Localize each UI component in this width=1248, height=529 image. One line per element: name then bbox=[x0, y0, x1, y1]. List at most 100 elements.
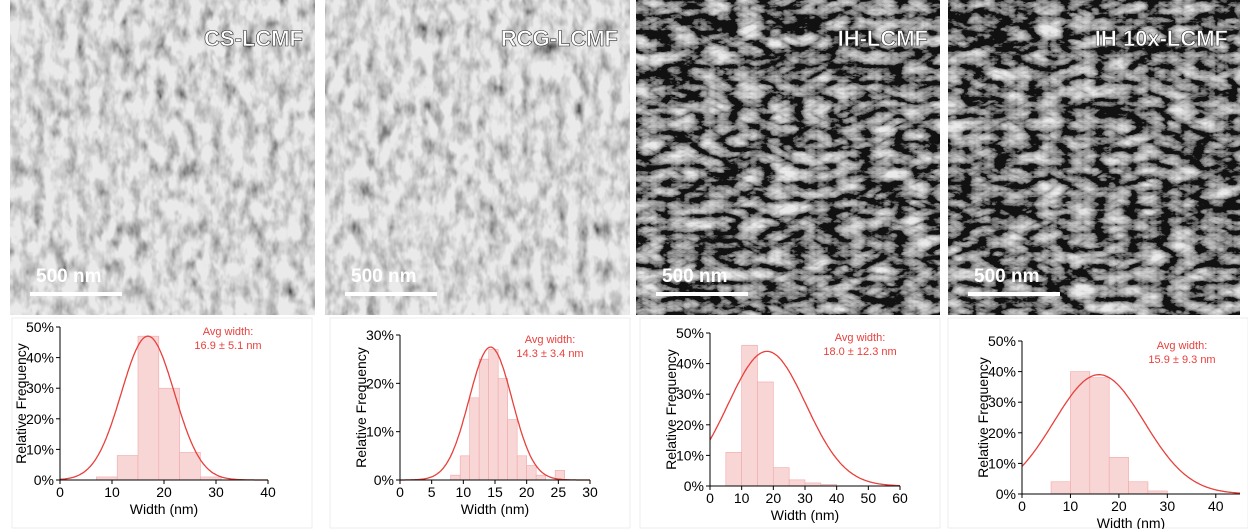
y-tick-label: 0% bbox=[996, 486, 1016, 502]
chart-frame bbox=[329, 317, 631, 529]
y-tick-label: 40% bbox=[26, 350, 54, 366]
y-tick-label: 20% bbox=[366, 375, 394, 391]
y-tick-label: 30% bbox=[988, 394, 1016, 410]
x-tick-label: 40 bbox=[1208, 498, 1224, 514]
annotation: Avg width: bbox=[525, 334, 576, 346]
y-tick-label: 30% bbox=[26, 380, 54, 396]
y-tick-label: 30% bbox=[676, 386, 704, 402]
x-tick-label: 50 bbox=[861, 490, 877, 506]
bar bbox=[507, 419, 518, 481]
bar bbox=[757, 381, 774, 487]
bar bbox=[488, 349, 499, 481]
scale-bar-label: 500 nm bbox=[351, 266, 416, 287]
x-tick-label: 20 bbox=[1111, 498, 1127, 514]
annotation: Avg width: bbox=[1157, 340, 1208, 352]
y-tick-label: 10% bbox=[676, 447, 704, 463]
bar bbox=[478, 358, 489, 481]
bar bbox=[1128, 481, 1149, 495]
sem-texture bbox=[948, 0, 1240, 315]
x-tick-label: 40 bbox=[260, 484, 276, 500]
y-axis-label: Relative Frequency bbox=[13, 343, 29, 464]
image-label: IH-LCMF bbox=[838, 26, 928, 51]
y-axis-label: Relative Frequency bbox=[975, 357, 991, 478]
x-tick-label: 20 bbox=[519, 484, 535, 500]
bar bbox=[497, 378, 508, 481]
annotation: Avg width: bbox=[835, 332, 886, 344]
sem-texture bbox=[10, 0, 315, 315]
bar bbox=[1050, 481, 1071, 495]
y-tick-label: 50% bbox=[676, 325, 704, 341]
x-tick-label: 5 bbox=[428, 484, 436, 500]
sem-texture bbox=[325, 0, 630, 315]
x-tick-label: 0 bbox=[396, 484, 404, 500]
y-tick-label: 10% bbox=[26, 441, 54, 457]
x-tick-label: 0 bbox=[1018, 498, 1026, 514]
scale-bar-label: 500 nm bbox=[974, 266, 1039, 287]
scale-bar-label: 500 nm bbox=[662, 266, 727, 287]
x-tick-label: 10 bbox=[456, 484, 472, 500]
y-tick-label: 0% bbox=[34, 472, 54, 488]
x-tick-label: 30 bbox=[582, 484, 598, 500]
x-tick-label: 60 bbox=[892, 490, 908, 506]
bar bbox=[459, 455, 470, 481]
x-tick-label: 10 bbox=[1063, 498, 1079, 514]
y-tick-label: 30% bbox=[366, 327, 394, 343]
bar bbox=[526, 465, 537, 481]
y-tick-label: 10% bbox=[366, 424, 394, 440]
x-tick-label: 25 bbox=[551, 484, 567, 500]
x-axis-label: Width (nm) bbox=[771, 507, 839, 523]
bar bbox=[469, 397, 480, 481]
x-tick-label: 30 bbox=[208, 484, 224, 500]
annotation: 15.9 ± 9.3 nm bbox=[1148, 354, 1215, 366]
image-label: CS-LCMF bbox=[204, 26, 303, 51]
x-tick-label: 20 bbox=[766, 490, 782, 506]
x-tick-label: 15 bbox=[487, 484, 503, 500]
bar bbox=[788, 479, 806, 487]
y-tick-label: 20% bbox=[26, 411, 54, 427]
x-tick-label: 30 bbox=[797, 490, 813, 506]
y-axis-label: Relative Frequency bbox=[353, 347, 369, 468]
bar bbox=[741, 344, 758, 487]
bar bbox=[116, 455, 139, 481]
bar bbox=[137, 335, 160, 481]
x-tick-label: 10 bbox=[104, 484, 120, 500]
fit-curve bbox=[400, 346, 590, 481]
y-tick-label: 0% bbox=[684, 478, 704, 494]
y-tick-label: 10% bbox=[988, 455, 1016, 471]
image-label: IH 10x-LCMF bbox=[1095, 26, 1228, 51]
x-tick-label: 10 bbox=[734, 490, 750, 506]
bar bbox=[773, 467, 790, 487]
fit-curve bbox=[59, 335, 268, 481]
y-tick-label: 50% bbox=[988, 333, 1016, 349]
scale-bar-label: 500 nm bbox=[36, 266, 101, 287]
bar bbox=[450, 474, 461, 481]
bar bbox=[158, 387, 180, 481]
y-tick-label: 50% bbox=[26, 319, 54, 335]
chart-frame bbox=[639, 317, 941, 529]
x-tick-label: 0 bbox=[56, 484, 64, 500]
bar bbox=[725, 452, 742, 487]
x-axis-label: Width (nm) bbox=[461, 501, 529, 517]
x-axis-label: Width (nm) bbox=[1097, 515, 1165, 529]
x-tick-label: 40 bbox=[829, 490, 845, 506]
bar bbox=[516, 455, 527, 481]
bar bbox=[1089, 377, 1110, 495]
fit-curve bbox=[1021, 374, 1241, 494]
x-tick-label: 0 bbox=[706, 490, 714, 506]
image-label: RCG-LCMF bbox=[501, 26, 618, 51]
fit-curve bbox=[709, 350, 900, 487]
annotation: 16.9 ± 5.1 nm bbox=[194, 340, 261, 352]
chart-frame bbox=[947, 317, 1248, 529]
bar bbox=[1108, 456, 1129, 495]
bar bbox=[535, 474, 546, 481]
y-tick-label: 40% bbox=[676, 356, 704, 372]
x-tick-label: 20 bbox=[156, 484, 172, 500]
y-tick-label: 0% bbox=[374, 472, 394, 488]
y-axis-label: Relative Frequency bbox=[663, 349, 679, 470]
bar bbox=[1070, 371, 1091, 495]
y-tick-label: 20% bbox=[676, 417, 704, 433]
x-tick-label: 30 bbox=[1160, 498, 1176, 514]
sem-texture bbox=[636, 0, 940, 315]
